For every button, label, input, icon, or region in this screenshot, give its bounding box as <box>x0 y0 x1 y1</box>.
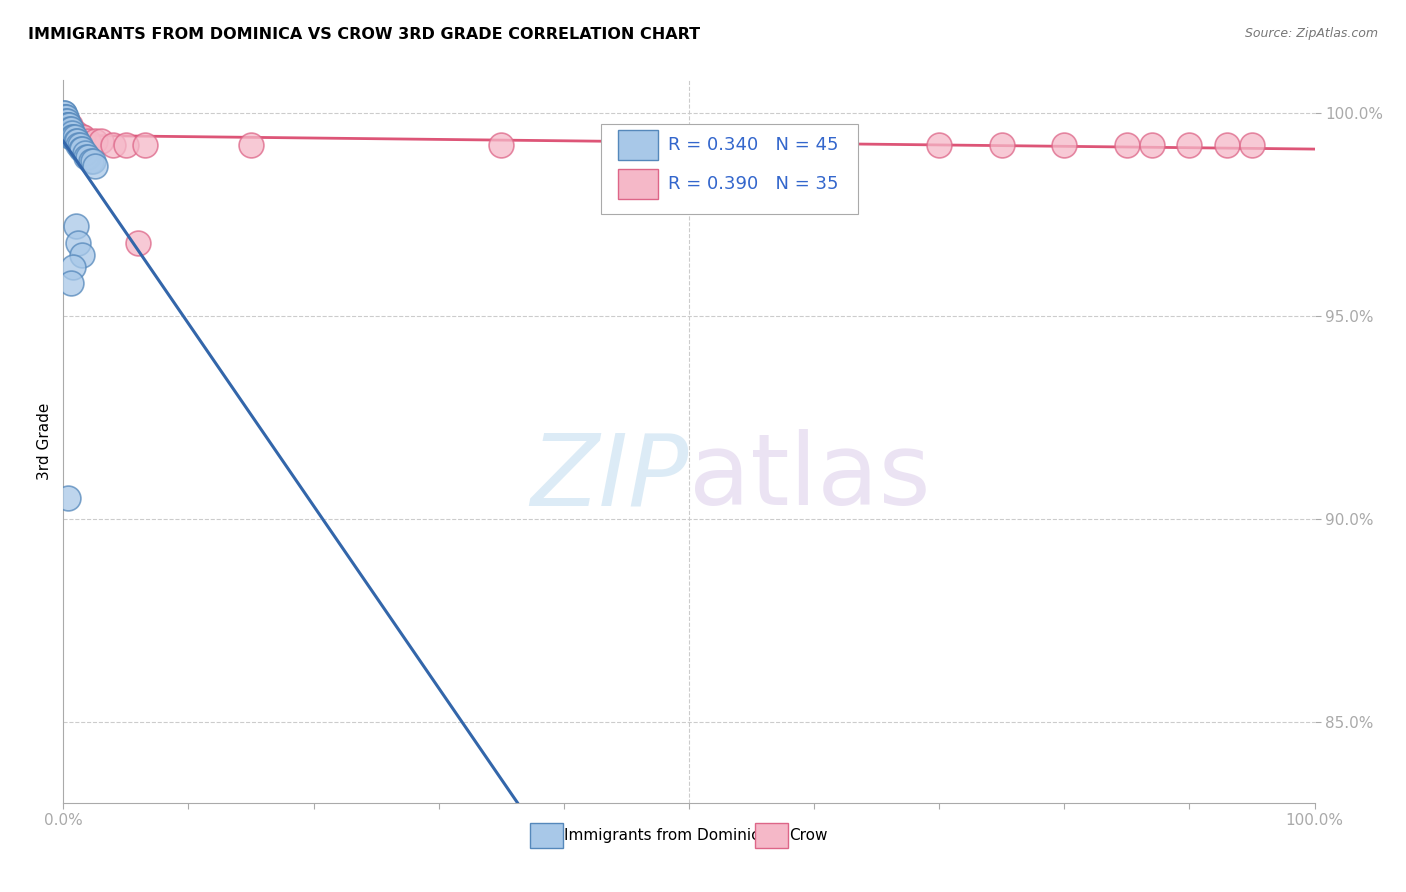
Point <box>60 126 83 140</box>
Point <box>928 138 950 153</box>
Point <box>60 130 83 145</box>
Point <box>52 110 75 124</box>
Point <box>53 110 76 124</box>
Point <box>58 122 80 136</box>
Point <box>62 260 84 274</box>
Point <box>75 150 97 164</box>
Point <box>59 277 82 291</box>
Point <box>62 126 84 140</box>
FancyBboxPatch shape <box>617 169 658 199</box>
Point <box>58 122 80 136</box>
Point <box>58 118 80 132</box>
Point <box>53 110 76 124</box>
Point <box>103 138 125 153</box>
Text: ZIP: ZIP <box>530 429 689 526</box>
Point <box>70 248 93 262</box>
Point <box>53 114 76 128</box>
Text: R = 0.340   N = 45: R = 0.340 N = 45 <box>668 136 838 154</box>
Point <box>58 126 80 140</box>
FancyBboxPatch shape <box>617 130 658 161</box>
Point <box>77 150 100 164</box>
Point <box>115 138 138 153</box>
Point <box>56 114 79 128</box>
Point <box>69 142 91 156</box>
Point <box>59 122 82 136</box>
Point <box>73 146 96 161</box>
Point <box>65 126 87 140</box>
Point <box>1241 138 1264 153</box>
Point <box>52 105 75 120</box>
FancyBboxPatch shape <box>602 124 858 214</box>
Point <box>67 235 90 250</box>
Point <box>80 154 103 169</box>
Point <box>56 118 79 132</box>
Text: Crow: Crow <box>789 828 828 843</box>
Point <box>58 491 80 506</box>
Point <box>70 130 93 145</box>
Point <box>67 130 90 145</box>
Text: atlas: atlas <box>689 429 931 526</box>
Point <box>127 235 149 250</box>
Point <box>1178 138 1201 153</box>
Point <box>56 118 79 132</box>
FancyBboxPatch shape <box>755 823 787 847</box>
Point <box>65 219 87 234</box>
Point <box>62 130 84 145</box>
Point <box>53 114 76 128</box>
Point <box>239 138 263 153</box>
Point <box>55 118 77 132</box>
Point <box>1140 138 1163 153</box>
Point <box>90 134 112 148</box>
Point <box>56 122 79 136</box>
Point <box>58 122 80 136</box>
Point <box>66 134 89 148</box>
Point <box>59 122 82 136</box>
Point <box>491 138 513 153</box>
Point <box>69 138 91 153</box>
Point <box>1216 138 1239 153</box>
Point <box>55 114 77 128</box>
Point <box>77 134 100 148</box>
Point <box>82 154 104 169</box>
Point <box>53 110 76 124</box>
Point <box>83 134 105 148</box>
Point <box>83 159 105 173</box>
Point <box>55 110 77 124</box>
Point <box>58 118 80 132</box>
Text: R = 0.390   N = 35: R = 0.390 N = 35 <box>668 175 838 194</box>
Point <box>741 138 763 153</box>
FancyBboxPatch shape <box>530 823 562 847</box>
Point <box>55 122 77 136</box>
Point <box>55 114 77 128</box>
Point <box>58 118 80 132</box>
Text: IMMIGRANTS FROM DOMINICA VS CROW 3RD GRADE CORRELATION CHART: IMMIGRANTS FROM DOMINICA VS CROW 3RD GRA… <box>28 27 700 42</box>
Text: Source: ZipAtlas.com: Source: ZipAtlas.com <box>1244 27 1378 40</box>
Point <box>53 114 76 128</box>
Point <box>70 142 93 156</box>
Point <box>134 138 156 153</box>
Point <box>67 138 90 153</box>
Point <box>58 126 80 140</box>
Point <box>991 138 1014 153</box>
Point <box>56 114 79 128</box>
Point <box>72 130 94 145</box>
Point <box>53 105 76 120</box>
Point <box>65 134 87 148</box>
Point <box>59 130 82 145</box>
Y-axis label: 3rd Grade: 3rd Grade <box>37 403 52 480</box>
Point <box>63 130 86 145</box>
Point <box>1053 138 1076 153</box>
Point <box>53 110 76 124</box>
Point <box>55 118 77 132</box>
Point <box>56 118 79 132</box>
Text: Immigrants from Dominica: Immigrants from Dominica <box>564 828 769 843</box>
Point <box>53 118 76 132</box>
Point <box>1116 138 1139 153</box>
Point <box>58 118 80 132</box>
